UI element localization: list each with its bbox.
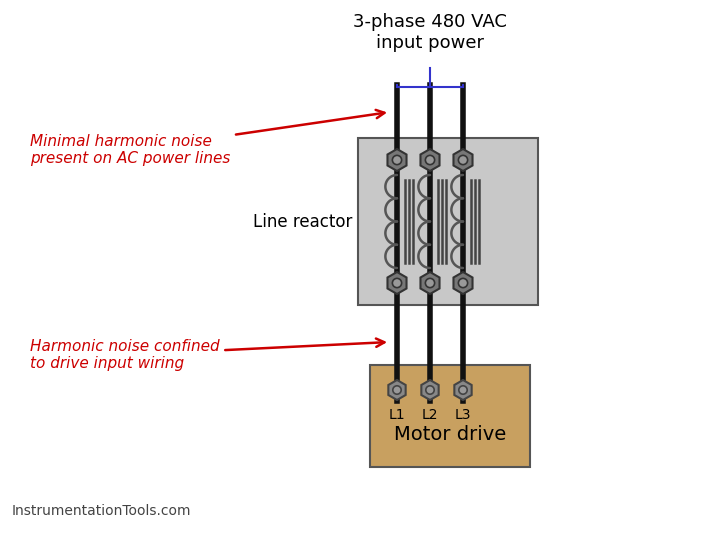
Polygon shape	[454, 149, 472, 171]
Polygon shape	[454, 380, 472, 400]
Text: Line reactor: Line reactor	[253, 213, 352, 231]
Circle shape	[426, 278, 435, 288]
Text: L1: L1	[389, 408, 405, 422]
Text: Harmonic noise confined
to drive input wiring: Harmonic noise confined to drive input w…	[30, 338, 384, 371]
Text: Minimal harmonic noise
present on AC power lines: Minimal harmonic noise present on AC pow…	[30, 110, 384, 166]
Polygon shape	[370, 365, 530, 467]
Polygon shape	[421, 380, 438, 400]
Polygon shape	[420, 272, 439, 294]
Text: L3: L3	[455, 408, 472, 422]
Polygon shape	[387, 272, 407, 294]
Circle shape	[426, 386, 434, 394]
Circle shape	[393, 386, 401, 394]
Circle shape	[459, 386, 467, 394]
Text: 3-phase 480 VAC
input power: 3-phase 480 VAC input power	[353, 13, 507, 52]
Polygon shape	[388, 380, 405, 400]
Circle shape	[426, 156, 435, 165]
Circle shape	[392, 156, 402, 165]
Text: InstrumentationTools.com: InstrumentationTools.com	[12, 504, 192, 518]
Polygon shape	[454, 272, 472, 294]
Text: L2: L2	[422, 408, 438, 422]
Circle shape	[392, 278, 402, 288]
Polygon shape	[358, 138, 538, 305]
Polygon shape	[420, 149, 439, 171]
Circle shape	[459, 278, 467, 288]
Text: Motor drive: Motor drive	[394, 425, 506, 445]
Polygon shape	[387, 149, 407, 171]
Circle shape	[459, 156, 467, 165]
